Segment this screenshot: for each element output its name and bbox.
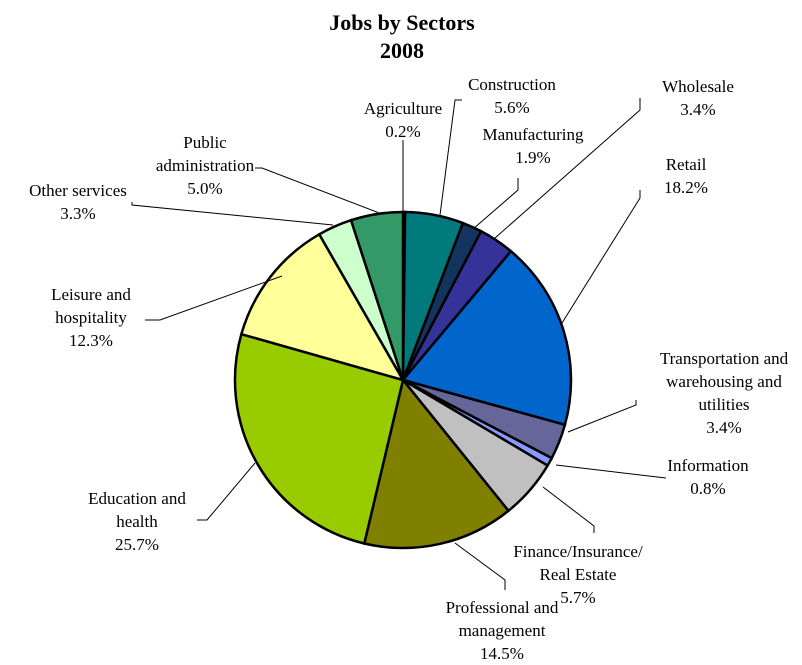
slice-name-label: health — [116, 512, 158, 531]
leader-line-finance-insurance-real-estate — [542, 486, 595, 533]
slice-value-label: 0.2% — [385, 122, 420, 141]
slice-name-label: warehousing and — [666, 372, 782, 391]
slice-label-agriculture: Agriculture 0.2% — [364, 99, 442, 141]
slice-value-label: 3.3% — [60, 204, 95, 223]
chart-title: Jobs by Sectors — [329, 10, 475, 35]
slice-label-construction: Construction 5.6% — [468, 75, 556, 117]
slice-name-label: Real Estate — [540, 565, 617, 584]
slice-name-label: Public — [183, 133, 227, 152]
leader-line-transportation-and-warehousing-and-utilities — [567, 400, 637, 433]
slice-label-leisure-and-hospitality: Leisure and hospitality 12.3% — [51, 285, 131, 350]
pie-slice-professional-and-management — [362, 377, 511, 550]
leader-line-information — [555, 464, 667, 479]
slice-name-label: hospitality — [55, 308, 127, 327]
slice-name-label: Construction — [468, 75, 556, 94]
slice-value-label: 0.8% — [690, 479, 725, 498]
slice-value-label: 5.7% — [560, 588, 595, 607]
slice-label-manufacturing: Manufacturing 1.9% — [482, 125, 584, 167]
slice-name-label: Manufacturing — [482, 125, 584, 144]
slice-value-label: 25.7% — [115, 535, 159, 554]
leader-lines — [131, 98, 667, 590]
slice-name-label: Wholesale — [662, 77, 734, 96]
leader-line-manufacturing — [472, 178, 519, 230]
slice-label-information: Information 0.8% — [667, 456, 749, 498]
slice-value-label: 5.6% — [494, 98, 529, 117]
pie-slices — [233, 210, 573, 550]
slice-label-retail: Retail 18.2% — [664, 155, 708, 197]
slice-name-label: Education and — [88, 489, 186, 508]
chart-subtitle: 2008 — [380, 38, 424, 63]
slice-label-other-services: Other services 3.3% — [29, 181, 127, 223]
slice-name-label: Transportation and — [660, 349, 789, 368]
slice-name-label: utilities — [699, 395, 750, 414]
slice-label-public-administration: Public administration 5.0% — [156, 133, 255, 198]
leader-line-other-services — [131, 202, 334, 226]
slice-name-label: Information — [667, 456, 749, 475]
slice-name-label: administration — [156, 156, 255, 175]
leader-line-retail — [561, 190, 641, 324]
leader-line-professional-and-management — [454, 542, 506, 590]
slice-label-professional-and-management: Professional and management 14.5% — [446, 598, 559, 663]
leader-line-public-administration — [255, 167, 383, 215]
slice-value-label: 5.0% — [187, 179, 222, 198]
leader-line-education-and-health — [197, 462, 256, 521]
slice-name-label: Other services — [29, 181, 127, 200]
slice-name-label: Finance/Insurance/ — [513, 542, 643, 561]
slice-value-label: 1.9% — [515, 148, 550, 167]
pie-slice-leisure-and-hospitality — [239, 232, 406, 383]
slice-label-wholesale: Wholesale 3.4% — [662, 77, 734, 119]
slice-name-label: Leisure and — [51, 285, 131, 304]
slice-label-transportation-and-warehousing-and-utilities: Transportation and warehousing and utiliti… — [660, 349, 789, 437]
slice-value-label: 12.3% — [69, 331, 113, 350]
leader-line-wholesale — [494, 98, 641, 239]
pie-slice-education-and-health — [233, 332, 405, 545]
slice-value-label: 3.4% — [706, 418, 741, 437]
leader-line-leisure-and-hospitality — [145, 275, 283, 321]
slice-name-label: Agriculture — [364, 99, 442, 118]
slice-labels: Agriculture 0.2% Construction 5.6% Manufactu… — [29, 75, 788, 663]
slice-value-label: 14.5% — [480, 644, 524, 663]
slice-label-finance-insurance-real-estate: Finance/Insurance/Real Estate 5.7% — [513, 542, 643, 607]
slice-name-label: management — [459, 621, 546, 640]
slice-name-label: Professional and — [446, 598, 559, 617]
slice-value-label: 18.2% — [664, 178, 708, 197]
leader-line-construction — [439, 99, 462, 216]
slice-value-label: 3.4% — [680, 100, 715, 119]
slice-name-label: Retail — [666, 155, 707, 174]
pie-slice-retail — [400, 249, 573, 427]
slice-label-education-and-health: Education and health 25.7% — [88, 489, 186, 554]
